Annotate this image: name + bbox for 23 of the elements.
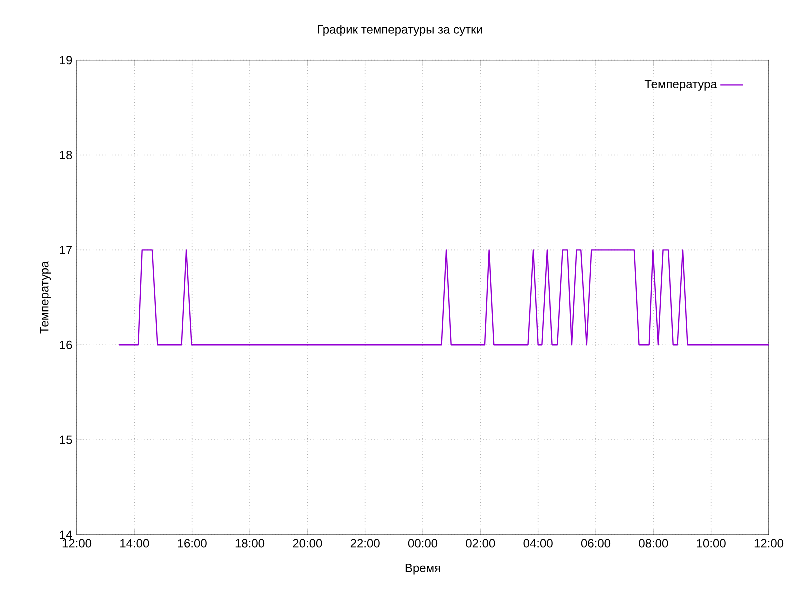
legend-label: Температура xyxy=(644,80,718,91)
x-tick-label: 04:00 xyxy=(524,539,553,548)
chart-title: График температуры за сутки xyxy=(318,25,482,36)
x-tick-label: 22:00 xyxy=(350,539,380,548)
x-axis-title: Время xyxy=(406,564,440,575)
y-tick-label: 16 xyxy=(60,340,72,350)
y-tick-label: 15 xyxy=(60,436,72,444)
y-tick-label: 17 xyxy=(60,246,72,254)
x-tick-label: 12:00 xyxy=(754,539,784,548)
x-tick-label: 02:00 xyxy=(466,539,496,548)
x-tick-label: 16:00 xyxy=(178,539,207,548)
x-tick-label: 00:00 xyxy=(408,539,438,548)
x-tick-label: 06:00 xyxy=(581,539,611,548)
y-tick-label: 14 xyxy=(60,530,72,540)
x-tick-label: 20:00 xyxy=(293,539,322,548)
y-tick-label: 19 xyxy=(60,56,72,65)
x-tick-label: 12:00 xyxy=(62,539,92,548)
x-tick-label: 14:00 xyxy=(120,539,150,548)
x-tick-label: 18:00 xyxy=(236,539,265,548)
x-tick-label: 08:00 xyxy=(639,539,668,548)
y-axis-title: Температура xyxy=(40,261,52,334)
x-tick-label: 10:00 xyxy=(697,539,726,548)
y-tick-label: 18 xyxy=(60,151,72,160)
